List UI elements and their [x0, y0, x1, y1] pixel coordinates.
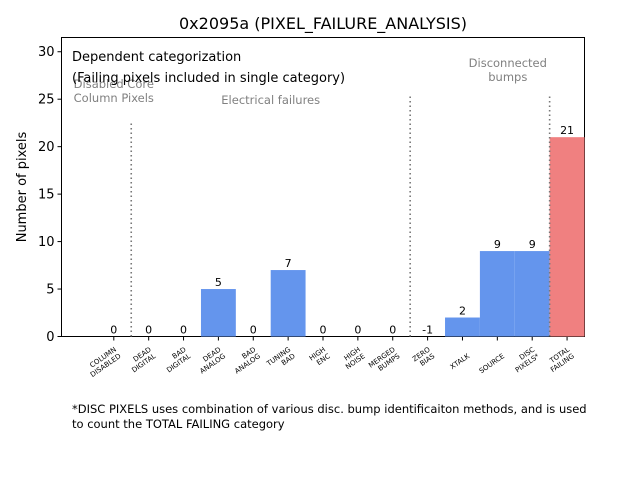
bar-value-label: 9: [529, 238, 536, 251]
footnote-line2: to count the TOTAL FAILING category: [72, 417, 285, 431]
x-tick-label: DISCPIXELS*: [509, 345, 541, 374]
y-tick-label: 25: [38, 93, 55, 108]
bar-value-label: 5: [215, 276, 222, 289]
bar-value-label: -1: [422, 324, 433, 337]
bar-value-label: 0: [389, 324, 396, 337]
y-tick-label: 10: [38, 235, 55, 250]
x-tick-label: BADANALOG: [229, 346, 262, 376]
bar-value-label: 21: [560, 124, 574, 137]
bar-value-label: 0: [110, 324, 117, 337]
bar-value-label: 7: [285, 257, 292, 270]
y-tick-label: 15: [38, 188, 55, 203]
group-label: Electrical failures: [221, 93, 320, 107]
x-tick-label: TUNINGBAD: [264, 346, 296, 375]
y-tick-label: 20: [38, 140, 55, 155]
y-axis-label: Number of pixels: [15, 131, 30, 242]
x-tick-label: DEADDIGITAL: [126, 346, 158, 375]
legend-text-line1: Dependent categorization: [72, 50, 241, 65]
legend-text-line2: (Failing pixels included in single categ…: [72, 71, 345, 86]
bar-source: [479, 251, 515, 337]
bar-dead-analog: [200, 289, 236, 337]
footnote-line1: *DISC PIXELS uses combination of various…: [72, 402, 587, 416]
x-tick-label: XTALK: [449, 352, 472, 371]
x-tick-label: ZEROBIAS: [411, 345, 437, 370]
bar-value-label: 0: [354, 324, 361, 337]
bar-total-failing: [549, 137, 585, 337]
x-tick-label: TOTALFAILING: [545, 346, 576, 375]
y-tick-label: 0: [46, 330, 54, 345]
chart-title: 0x2095a (PIXEL_FAILURE_ANALYSIS): [179, 14, 467, 34]
bar-value-label: 0: [180, 324, 187, 337]
y-tick-label: 5: [46, 283, 54, 298]
y-axis-ticks: 0 5 10 15 20 25 30: [38, 45, 62, 345]
y-tick-label: 30: [38, 45, 55, 60]
x-tick-label: HIGHNOISE: [340, 346, 367, 372]
bar-value-label: 0: [250, 324, 257, 337]
group-label: Disconnected bumps: [469, 56, 547, 84]
x-tick-label: BADDIGITAL: [161, 346, 193, 375]
group-label: Disabled Core Column Pixels: [74, 77, 154, 105]
x-tick-label: HIGHENC: [308, 346, 332, 370]
group-labels: Disabled Core Column Pixels Electrical fai…: [74, 56, 547, 107]
x-tick-label: MERGEDBUMPS: [367, 345, 402, 376]
bar-value-label: 0: [145, 324, 152, 337]
bar-value-labels: 0 0 0 5 0 7 0 0 0 -1 2 9 9 21: [110, 124, 574, 336]
bars-group: [200, 137, 585, 337]
x-tick-label: COLUMNDISABLED: [84, 346, 122, 379]
x-tick-label: SOURCE: [478, 352, 506, 375]
bar-tuning-bad: [270, 270, 306, 337]
x-tick-label: DEADANALOG: [194, 346, 227, 376]
bar-disc-pixels: [514, 251, 550, 337]
bar-xtalk: [445, 317, 480, 337]
bar-value-label: 9: [494, 238, 501, 251]
x-axis-ticks: COLUMNDISABLED DEADDIGITAL BADDIGITAL DEADA…: [84, 336, 576, 379]
bar-value-label: 0: [320, 324, 327, 337]
bar-value-label: 2: [459, 305, 466, 318]
